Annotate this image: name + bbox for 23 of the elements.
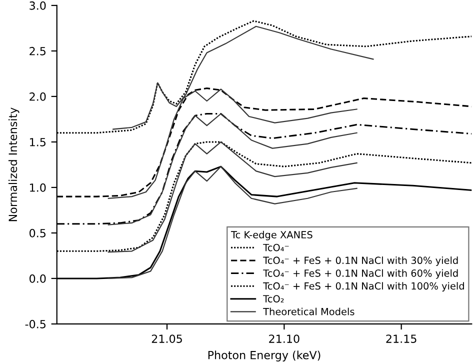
y-tick-label: 0.5 — [30, 228, 46, 238]
legend-label: TcO₄⁻ + FeS + 0.1N NaCl with 60% yield — [263, 269, 458, 279]
y-tick-label: 0.0 — [30, 274, 46, 283]
x-tick-label: 21.15 — [386, 334, 416, 343]
x-tick-label: 21.10 — [269, 334, 300, 343]
legend-label: TcO₄⁻ + FeS + 0.1N NaCl with 100% yield — [263, 282, 464, 292]
line-series — [108, 141, 358, 253]
legend-label: TcO₄⁻ + FeS + 0.1N NaCl with 30% yield — [263, 256, 458, 266]
legend-label: Theoretical Models — [263, 308, 354, 316]
line-series — [108, 166, 358, 280]
legend-label: TcO₂ — [263, 295, 284, 302]
legend-label: TcO₄⁻ — [263, 244, 289, 252]
y-tick-label: 1.0 — [30, 183, 46, 192]
line-series — [108, 113, 358, 226]
legend-title: Tc K-edge XANES — [230, 230, 312, 240]
y-tick-label: 3.0 — [30, 1, 46, 10]
y-tick-label: 1.5 — [30, 138, 46, 146]
y-axis-title: Normalized Intensity — [8, 108, 20, 222]
x-axis-title: Photon Energy (keV) — [208, 350, 320, 362]
y-tick-label: -0.5 — [25, 320, 46, 328]
y-tick-label: 2.5 — [30, 46, 46, 56]
x-tick-label: 21.05 — [152, 334, 182, 343]
y-tick-label: 2.0 — [30, 92, 46, 101]
